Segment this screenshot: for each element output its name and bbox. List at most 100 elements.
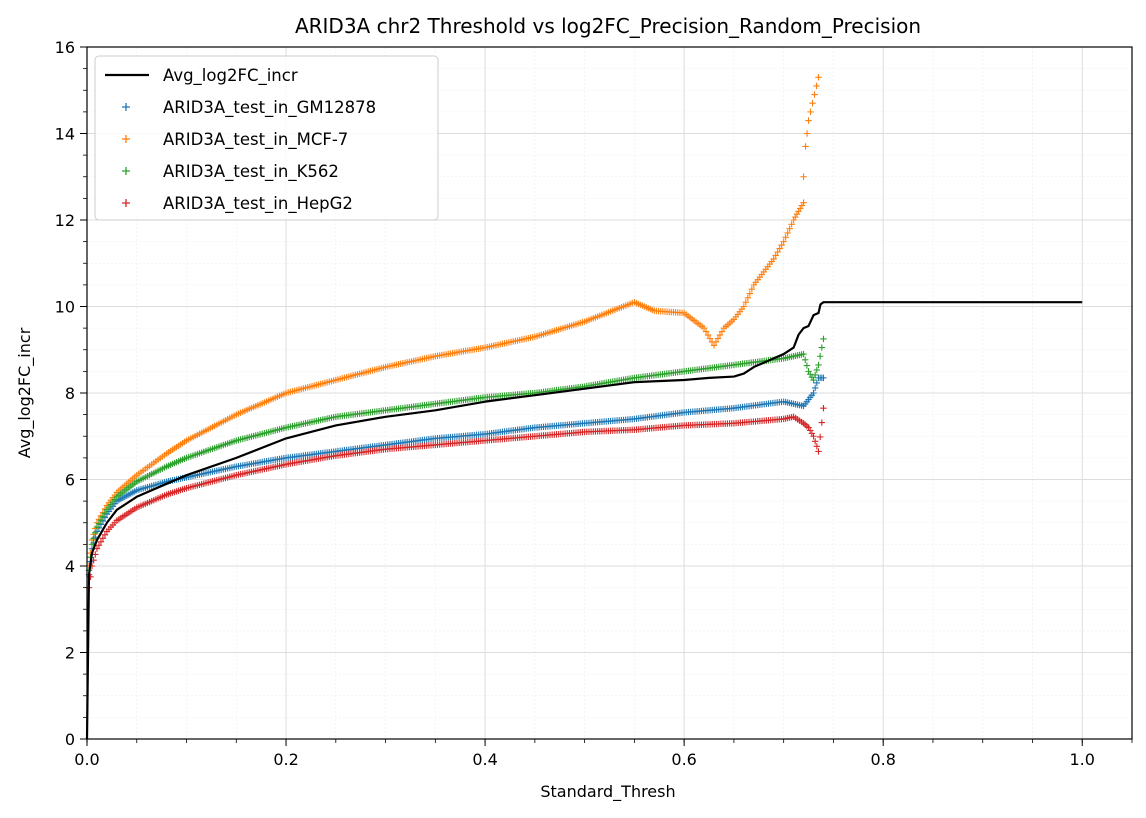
data-point bbox=[786, 225, 793, 232]
data-point bbox=[807, 108, 814, 116]
data-point bbox=[716, 331, 724, 339]
x-ticks: 0.0 0.2 0.4 0.6 0.8 1.0 bbox=[74, 739, 1133, 769]
data-point bbox=[101, 531, 109, 539]
data-point bbox=[702, 328, 710, 335]
data-point bbox=[748, 286, 756, 293]
data-point bbox=[809, 100, 816, 107]
data-point bbox=[780, 238, 787, 245]
data-point bbox=[742, 298, 750, 306]
legend-label: Avg_log2FC_incr bbox=[163, 66, 298, 86]
data-point bbox=[90, 535, 97, 542]
y-tick-label: 6 bbox=[65, 471, 75, 490]
data-point bbox=[800, 173, 807, 180]
legend-swatch bbox=[122, 103, 130, 111]
data-point bbox=[99, 535, 107, 542]
legend-label: ARID3A_test_in_GM12878 bbox=[163, 98, 376, 118]
data-point bbox=[92, 529, 99, 537]
plot-area bbox=[83, 74, 1083, 743]
data-point bbox=[810, 376, 817, 384]
y-tick-label: 12 bbox=[55, 211, 75, 230]
data-point bbox=[811, 91, 818, 98]
data-point bbox=[813, 379, 821, 387]
data-point bbox=[704, 331, 712, 339]
data-point bbox=[700, 324, 708, 332]
y-tick-label: 10 bbox=[55, 298, 75, 317]
data-point bbox=[770, 255, 777, 263]
data-point bbox=[101, 510, 109, 517]
y-tick-label: 8 bbox=[65, 384, 75, 403]
y-tick-label: 4 bbox=[65, 557, 75, 576]
x-tick-label: 0.6 bbox=[671, 750, 696, 769]
data-point bbox=[820, 335, 827, 343]
data-point bbox=[815, 361, 822, 369]
data-point bbox=[97, 538, 105, 545]
data-point bbox=[815, 448, 822, 455]
x-tick-label: 0.4 bbox=[472, 750, 497, 769]
x-tick-label: 0.0 bbox=[74, 750, 99, 769]
data-point bbox=[788, 221, 795, 228]
legend: Avg_log2FC_incr ARID3A_test_in_GM12878 ARI… bbox=[94, 55, 439, 221]
data-point bbox=[710, 342, 718, 349]
data-point bbox=[778, 241, 785, 249]
chart-title: ARID3A chr2 Threshold vs log2FC_Precisio… bbox=[295, 14, 921, 38]
legend-swatch bbox=[122, 199, 130, 207]
data-point bbox=[802, 143, 809, 150]
data-point bbox=[810, 389, 817, 397]
data-point bbox=[813, 443, 821, 450]
x-tick-label: 0.2 bbox=[273, 750, 298, 769]
data-point bbox=[815, 74, 822, 81]
data-point bbox=[744, 294, 752, 302]
data-point bbox=[95, 542, 103, 549]
data-point bbox=[810, 433, 817, 440]
data-point bbox=[718, 328, 726, 335]
data-point bbox=[800, 350, 807, 358]
series-ARID3A_test_in_MCF-7 bbox=[83, 74, 822, 743]
legend-label: ARID3A_test_in_K562 bbox=[163, 162, 339, 182]
y-tick-label: 14 bbox=[55, 125, 75, 144]
legend-swatch bbox=[122, 167, 130, 175]
data-point bbox=[784, 229, 791, 237]
data-point bbox=[818, 344, 826, 351]
data-point bbox=[803, 130, 811, 137]
legend-swatch bbox=[122, 135, 130, 143]
x-tick-label: 0.8 bbox=[870, 750, 895, 769]
data-point bbox=[776, 245, 783, 252]
data-point bbox=[712, 338, 720, 346]
legend-label: ARID3A_test_in_MCF-7 bbox=[163, 130, 348, 150]
data-point bbox=[816, 353, 824, 360]
legend-frame bbox=[94, 55, 439, 221]
data-point bbox=[813, 366, 821, 374]
data-point bbox=[820, 374, 827, 382]
legend-label: ARID3A_test_in_HepG2 bbox=[163, 194, 353, 214]
data-point bbox=[805, 117, 812, 124]
data-point bbox=[811, 371, 819, 379]
data-point bbox=[813, 82, 820, 90]
data-point bbox=[802, 356, 809, 364]
data-point bbox=[93, 545, 101, 552]
data-point bbox=[782, 234, 789, 241]
data-point bbox=[816, 433, 824, 441]
y-tick-label: 0 bbox=[65, 730, 75, 749]
x-axis-label: Standard_Thresh bbox=[540, 782, 675, 802]
data-point bbox=[93, 523, 101, 531]
data-point bbox=[772, 252, 779, 259]
y-ticks: 0 2 4 6 8 10 12 14 16 bbox=[55, 38, 87, 749]
data-point bbox=[740, 303, 748, 310]
data-point bbox=[811, 384, 819, 392]
data-point bbox=[774, 248, 781, 256]
data-point bbox=[95, 520, 103, 527]
data-point bbox=[746, 290, 754, 297]
data-point bbox=[818, 419, 826, 426]
y-tick-label: 16 bbox=[55, 38, 75, 57]
y-axis-label: Avg_log2FC_incr bbox=[15, 327, 35, 458]
data-point bbox=[820, 404, 827, 412]
data-point bbox=[97, 516, 105, 524]
data-point bbox=[99, 513, 107, 520]
data-point bbox=[811, 438, 819, 445]
data-point bbox=[800, 199, 807, 206]
data-point bbox=[88, 541, 96, 548]
data-point bbox=[714, 335, 722, 342]
data-point bbox=[92, 551, 99, 558]
series-line-Avg_log2FC_incr bbox=[85, 301, 1083, 740]
